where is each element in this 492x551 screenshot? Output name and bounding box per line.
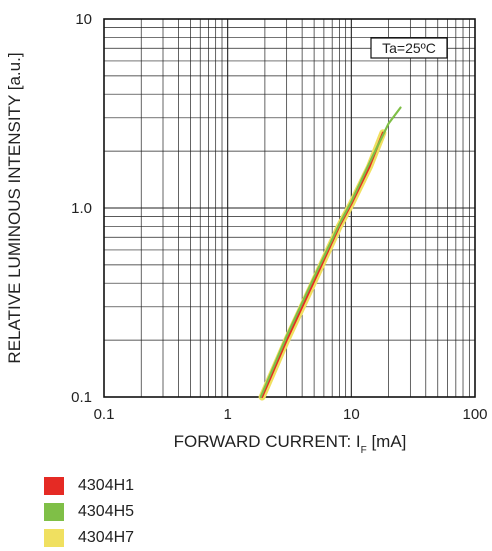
annotation-box: Ta=25ºC — [370, 37, 448, 59]
legend: 4304H1 4304H5 4304H7 — [44, 473, 134, 551]
y-tick-label: 1.0 — [71, 200, 92, 217]
chart: 0.1 1 10 100 0.1 1.0 10 Ta=25ºC FORWARD CURREN… — [5, 11, 488, 456]
y-axis-title: RELATIVE LUMINOUS INTENSITY [a.u.] — [5, 52, 24, 363]
x-tick-label: 10 — [343, 406, 360, 423]
y-tick-label: 0.1 — [71, 389, 92, 406]
legend-item: 4304H1 — [44, 473, 134, 498]
x-tick-label: 0.1 — [94, 406, 115, 423]
legend-swatch-yellow — [44, 528, 64, 547]
plot-frame — [103, 18, 476, 398]
x-axis-title-unit: [mA] — [367, 432, 407, 451]
legend-swatch-red — [44, 476, 64, 495]
x-tick-label: 100 — [462, 406, 487, 423]
series-line-4304H5 — [259, 106, 402, 399]
series-lines — [258, 106, 402, 401]
legend-label: 4304H1 — [78, 476, 135, 494]
x-tick-label: 1 — [223, 406, 231, 423]
y-tick-label: 10 — [75, 11, 92, 28]
x-axis-title-sub: F — [361, 445, 367, 456]
legend-item: 4304H7 — [44, 525, 134, 550]
annotation-text: Ta=25ºC — [382, 40, 436, 56]
tick-labels: 0.1 1 10 100 0.1 1.0 10 — [71, 11, 487, 423]
legend-label: 4304H7 — [78, 528, 135, 546]
legend-label: 4304H5 — [78, 502, 135, 520]
legend-swatch-green — [44, 502, 64, 521]
x-axis-title-main: FORWARD CURRENT: I — [174, 432, 361, 451]
legend-item: 4304H5 — [44, 499, 134, 524]
x-axis-title: FORWARD CURRENT: IF [mA] — [174, 432, 407, 456]
